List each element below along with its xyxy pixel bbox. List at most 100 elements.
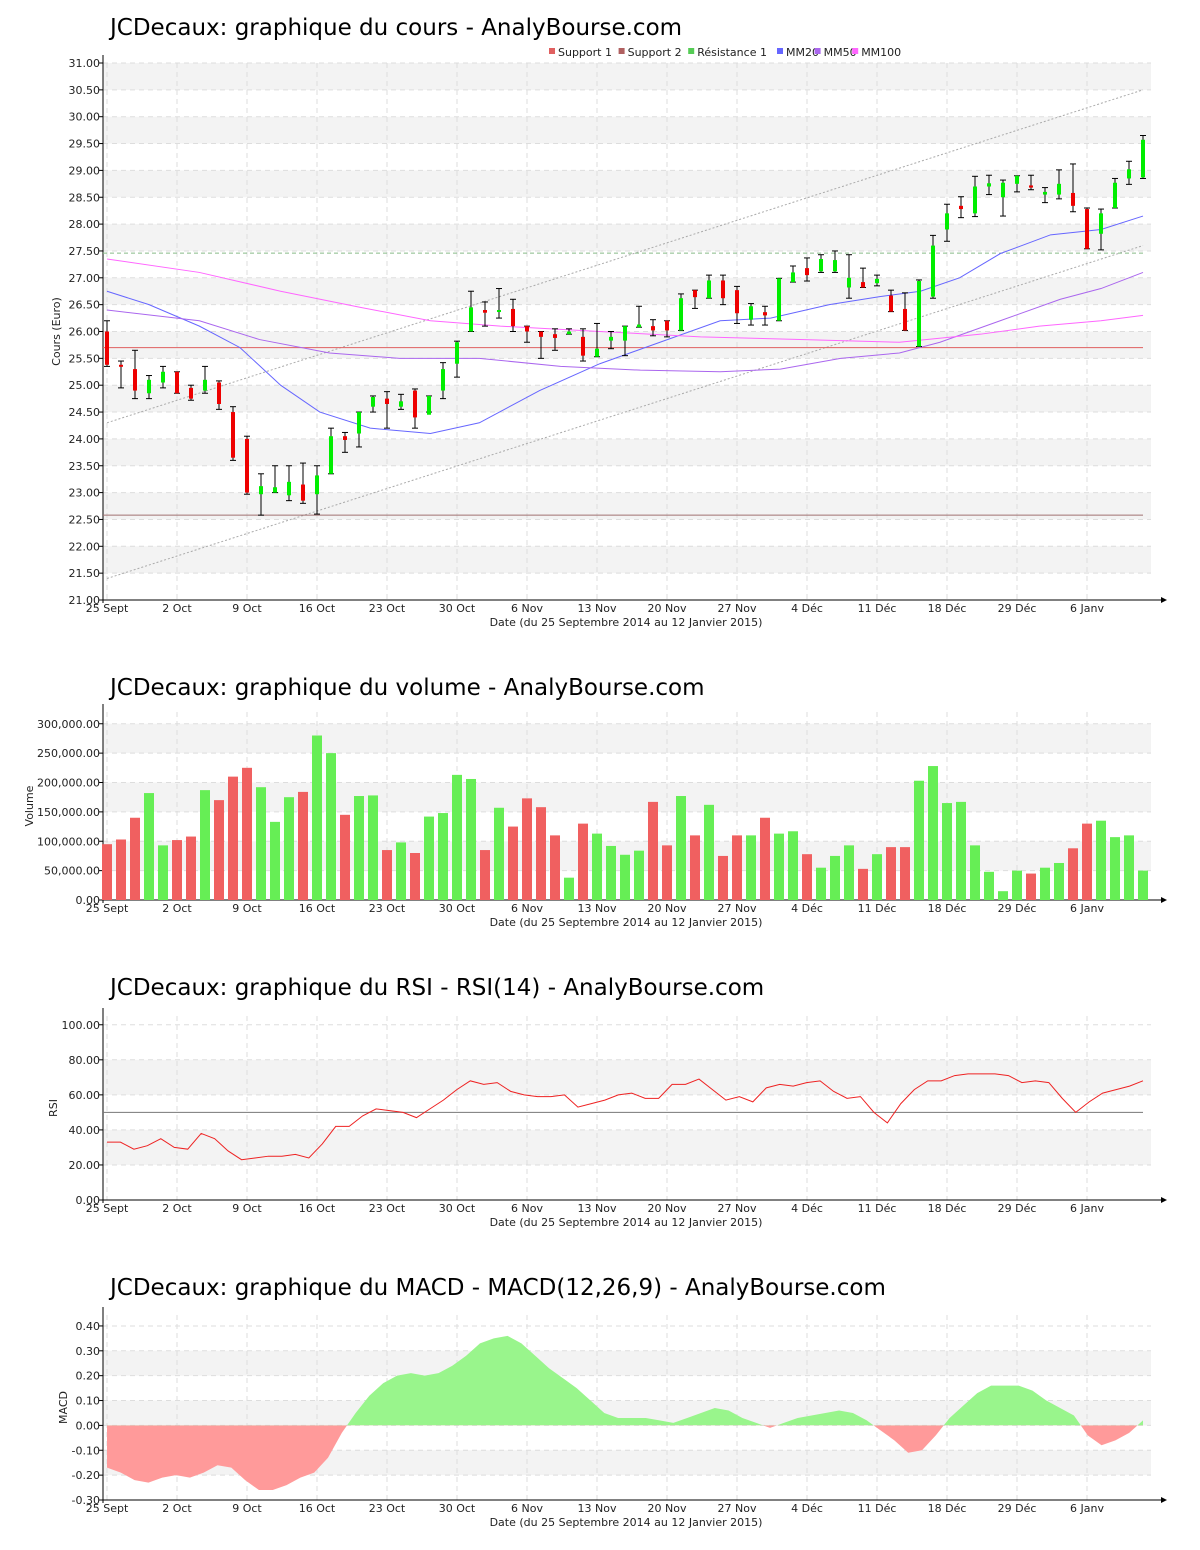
x-axis-arrow-icon [1161,897,1167,903]
candle-body [497,310,501,313]
candle [160,365,166,389]
background-band [103,1350,1151,1376]
y-tick-label: 0.10 [76,1395,101,1408]
y-tick-label: 21.50 [69,567,101,580]
x-axis-arrow-icon [1161,597,1167,603]
candle [482,301,488,327]
candle-body [651,326,655,331]
volume-bar [662,845,672,900]
y-tick-label: 30.50 [69,84,101,97]
x-tick-label: 6 Nov [511,902,543,915]
volume-bar [886,847,896,900]
chart-candlestick-0: JCDecaux: graphique du cours - AnalyBour… [50,15,1167,629]
chart-title: JCDecaux: graphique du volume - AnalyBou… [108,675,705,701]
x-tick-label: 30 Oct [439,1502,476,1515]
candle-body [805,268,809,276]
x-tick-label: 25 Sept [86,1502,129,1515]
candle [230,406,236,461]
candle-body [637,324,641,328]
volume-bar [928,766,938,900]
y-tick-label: 26.00 [69,326,101,339]
candle [412,388,418,429]
candle [300,462,306,504]
volume-bar [1082,823,1092,900]
candle [902,292,908,331]
x-tick-label: 18 Déc [928,1502,967,1515]
volume-bar [844,845,854,900]
volume-bar [368,795,378,900]
candle-body [455,342,459,364]
candle-body [301,484,305,501]
candle-body [623,326,627,341]
y-tick-label: 29.00 [69,164,101,177]
y-tick-label: 22.50 [69,513,101,526]
candle [426,395,432,415]
volume-bar [1124,835,1134,900]
candle [832,250,838,273]
candle-body [147,379,151,394]
candle-body [987,183,991,187]
x-tick-label: 16 Oct [299,1202,336,1215]
x-tick-label: 18 Déc [928,1202,967,1215]
candle-body [385,398,389,404]
candle-body [1113,182,1117,208]
volume-bar [1110,837,1120,900]
legend-swatch [618,48,625,54]
candle-body [847,277,851,288]
candle-body [371,397,375,407]
volume-bar [298,791,308,900]
volume-bar [130,817,140,900]
candle [804,257,810,282]
volume-bar [228,776,238,900]
candle [734,285,740,324]
volume-bar [648,801,658,900]
volume-bar [116,839,126,900]
candle-body [133,369,137,391]
candle [888,289,894,313]
x-tick-label: 18 Déc [928,602,967,615]
volume-bar [144,793,154,900]
x-axis-label: Date (du 25 Septembre 2014 au 12 Janvier… [490,1516,763,1529]
volume-bar [1138,870,1148,900]
y-tick-label: -0.10 [72,1444,100,1457]
x-tick-label: 6 Nov [511,1502,543,1515]
candle-body [945,213,949,230]
candle-body [693,290,697,298]
y-tick-label: 300,000.00 [37,718,100,731]
candle [132,349,138,400]
y-tick-label: -0.30 [72,1494,100,1507]
candle-body [567,331,571,335]
y-tick-label: 24.00 [69,433,101,446]
background-band [103,116,1151,144]
volume-bar [704,804,714,900]
y-tick-label: 0.40 [76,1320,101,1333]
candle [664,320,670,338]
candle-body [525,326,529,332]
candle [1028,174,1034,191]
volume-bar [788,831,798,900]
candle [608,331,614,350]
legend-item: Résistance 1 [688,46,767,59]
y-tick-label: 28.50 [69,191,101,204]
candle-body [1099,213,1103,234]
candle [272,465,278,494]
candle [328,427,334,475]
candle [440,362,446,400]
moving-average-mm20 [106,215,1144,435]
candle [790,265,796,283]
volume-bar [480,850,490,900]
candle [104,320,110,367]
x-tick-label: 20 Nov [648,1202,687,1215]
y-tick-label: 100.00 [62,1019,101,1032]
legend-swatch [549,48,555,54]
x-axis-label: Date (du 25 Septembre 2014 au 12 Janvier… [490,616,763,629]
volume-bar [340,814,350,900]
volume-bar [1054,862,1064,900]
volume-bar [592,833,602,900]
candle [1140,134,1146,179]
candle [1070,163,1076,213]
legend-label: Résistance 1 [697,46,767,59]
x-tick-label: 25 Sept [86,902,129,915]
candle [454,340,460,378]
